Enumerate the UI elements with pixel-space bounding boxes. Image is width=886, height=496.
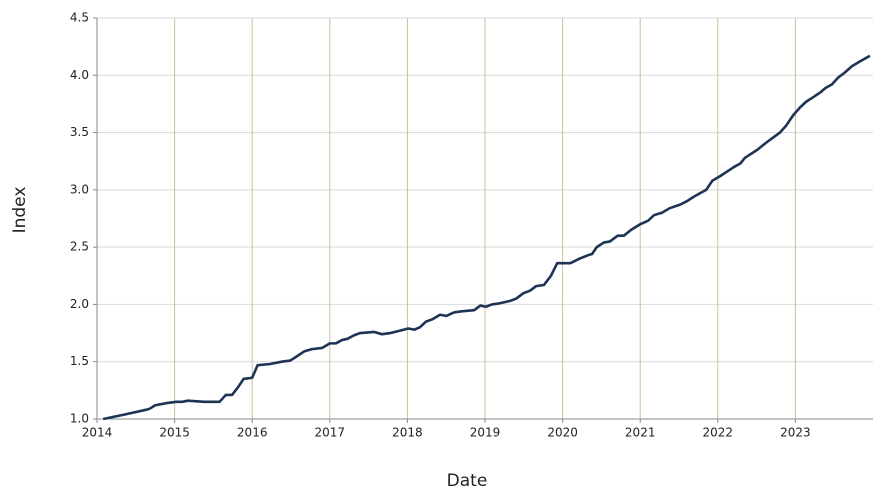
y-tick-label: 4.5 bbox=[70, 11, 89, 25]
x-tick-label: 2020 bbox=[547, 426, 578, 440]
y-tick-label: 1.0 bbox=[70, 412, 89, 426]
x-tick-label: 2019 bbox=[470, 426, 501, 440]
x-tick-label: 2023 bbox=[780, 426, 811, 440]
y-tick-label: 2.5 bbox=[70, 240, 89, 254]
y-axis-title: Index bbox=[10, 187, 30, 234]
y-tick-label: 1.5 bbox=[70, 354, 89, 368]
y-tick-label: 4.0 bbox=[70, 68, 89, 82]
x-tick-label: 2017 bbox=[315, 426, 346, 440]
data-line bbox=[102, 54, 871, 421]
y-tick-label: 3.0 bbox=[70, 182, 89, 196]
y-tick-label: 2.0 bbox=[70, 297, 89, 311]
x-tick-label: 2016 bbox=[237, 426, 268, 440]
x-axis-title: Date bbox=[447, 471, 488, 491]
x-tick-label: 2014 bbox=[82, 426, 113, 440]
x-tick-label: 2015 bbox=[159, 426, 190, 440]
x-tick-label: 2022 bbox=[703, 426, 734, 440]
x-tick-label: 2021 bbox=[625, 426, 656, 440]
y-tick-label: 3.5 bbox=[70, 125, 89, 139]
x-tick-label: 2018 bbox=[392, 426, 423, 440]
